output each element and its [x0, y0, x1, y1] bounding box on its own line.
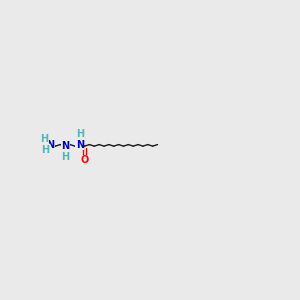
Text: H: H: [40, 134, 48, 145]
Text: N: N: [76, 140, 84, 150]
Text: H: H: [76, 129, 84, 139]
Text: N: N: [61, 141, 69, 151]
Text: H: H: [61, 152, 69, 161]
Text: H: H: [41, 145, 50, 155]
Text: O: O: [80, 155, 89, 165]
Text: N: N: [46, 140, 55, 150]
